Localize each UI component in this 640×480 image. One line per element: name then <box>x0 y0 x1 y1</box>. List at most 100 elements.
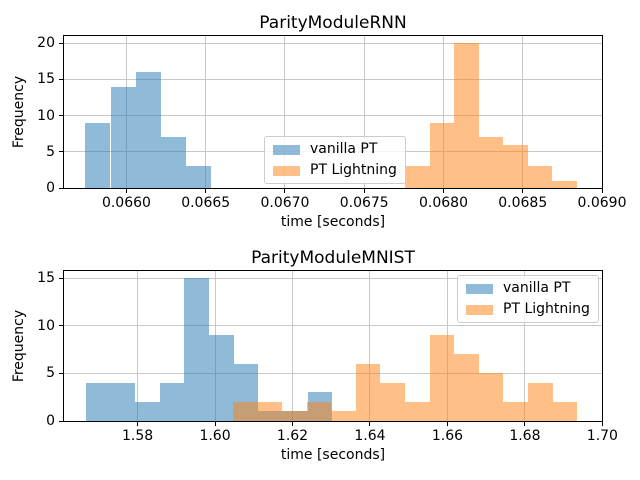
hist-bar-pt-lightning <box>552 180 577 188</box>
y-tick-label: 20 <box>37 35 55 52</box>
x-tick <box>601 189 603 193</box>
x-tick-label: 0.0690 <box>577 195 627 211</box>
x-tick <box>284 189 286 193</box>
y-tick-label: 10 <box>37 317 55 334</box>
x-tick <box>292 422 294 426</box>
axes-mnist-plot-area: 1.58 1.60 1.62 1.64 1.66 1.68 1.70 0 5 10 15 <box>37 270 618 444</box>
hist-bar-pt-lightning <box>282 411 307 421</box>
x-tick <box>442 189 444 193</box>
y-tick-label: 15 <box>37 71 55 88</box>
grid-line-y <box>64 277 602 279</box>
y-axis-label-mnist: Frequency <box>11 309 27 383</box>
y-tick <box>59 372 63 374</box>
y-tick-label: 0 <box>46 413 55 429</box>
legend-patch-vanilla-pt <box>273 144 300 155</box>
x-tick-label: 1.58 <box>121 428 154 444</box>
y-tick-label: 0 <box>46 180 55 196</box>
hist-bar-pt-lightning <box>454 43 479 188</box>
hist-bar-pt-lightning <box>306 401 332 421</box>
y-tick <box>59 115 63 117</box>
grid-line-x <box>284 36 286 188</box>
x-tick <box>522 189 524 193</box>
hist-bar-pt-lightning <box>257 401 283 421</box>
x-tick-label: 0.0685 <box>498 195 548 211</box>
grid-line-x <box>205 36 207 188</box>
legend-patch-pt-lightning <box>273 165 300 176</box>
y-tick <box>59 325 63 327</box>
grid-line-y <box>64 42 602 44</box>
legend-patch-pt-lightning <box>466 304 493 315</box>
hist-bar-pt-lightning <box>355 363 381 421</box>
hist-bar-pt-lightning <box>429 335 455 421</box>
hist-bar-pt-lightning <box>528 382 553 421</box>
x-tick <box>125 189 127 193</box>
hist-bar-pt-lightning <box>429 122 455 188</box>
hist-bar-vanilla-pt <box>135 72 161 188</box>
grid-line-x <box>369 271 371 421</box>
x-tick <box>363 189 365 193</box>
grid-line-x <box>137 271 139 421</box>
grid-line-x <box>522 36 524 188</box>
grid-line-y <box>64 115 602 117</box>
x-tick <box>446 422 448 426</box>
x-tick <box>205 189 207 193</box>
x-tick-label: 1.66 <box>431 428 464 444</box>
x-tick <box>369 422 371 426</box>
x-tick <box>137 422 139 426</box>
x-tick-label: 0.0665 <box>181 195 231 211</box>
hist-bar-pt-lightning <box>478 373 504 421</box>
hist-bar-pt-lightning <box>405 401 430 421</box>
hist-bar-vanilla-pt <box>209 335 234 421</box>
grid-line-x <box>363 36 365 188</box>
y-tick <box>59 187 63 189</box>
y-tick-label: 5 <box>46 143 55 160</box>
x-tick-label: 1.60 <box>199 428 231 444</box>
hist-bar-vanilla-pt <box>160 137 186 188</box>
x-tick-label: 1.70 <box>586 428 618 444</box>
x-axis-label-rnn: time [seconds] <box>280 214 386 230</box>
legend-entry-pt-lightning: PT Lightning <box>273 163 397 178</box>
subplot-title-mnist: ParityModuleMNIST <box>251 248 415 268</box>
y-tick <box>59 78 63 80</box>
grid-line-x <box>292 271 294 421</box>
hist-bar-pt-lightning <box>454 354 479 421</box>
x-tick <box>601 422 603 426</box>
y-tick <box>59 277 63 279</box>
subplot-title-rnn: ParityModuleRNN <box>259 13 407 33</box>
hist-bar-vanilla-pt <box>110 86 136 188</box>
hist-bar-pt-lightning <box>380 382 406 421</box>
hist-bar-vanilla-pt <box>185 166 211 188</box>
x-tick <box>524 422 526 426</box>
hist-bar-vanilla-pt <box>110 382 136 421</box>
x-axis-label-mnist: time [seconds] <box>280 447 386 463</box>
grid-line-y <box>64 325 602 327</box>
legend-label-pt-lightning: PT Lightning <box>503 301 590 317</box>
hist-bar-vanilla-pt <box>184 278 210 421</box>
hist-bar-vanilla-pt <box>85 122 111 188</box>
legend-label-pt-lightning: PT Lightning <box>310 162 397 178</box>
grid-line-x <box>442 36 444 188</box>
axes-rnn-plot-area: 0.0660 0.0665 0.0670 0.0675 0.0680 0.0685 0.06… <box>37 35 627 211</box>
hist-bar-pt-lightning <box>503 401 529 421</box>
hist-bar-pt-lightning <box>478 137 504 188</box>
hist-bar-vanilla-pt <box>159 382 185 421</box>
hist-bar-pt-lightning <box>232 401 258 421</box>
x-tick-label: 0.0660 <box>101 195 151 211</box>
grid-line-x <box>524 271 526 421</box>
y-tick-label: 15 <box>37 270 55 287</box>
y-tick-label: 5 <box>46 365 55 382</box>
y-tick <box>59 420 63 422</box>
x-tick <box>214 422 216 426</box>
legend-label-vanilla-pt: vanilla PT <box>310 141 378 157</box>
x-tick-label: 1.68 <box>509 428 541 444</box>
legend-label-vanilla-pt: vanilla PT <box>503 280 571 296</box>
legend-patch-vanilla-pt <box>466 283 493 294</box>
hist-bar-pt-lightning <box>552 401 578 421</box>
grid-line-y <box>64 372 602 374</box>
legend-entry-vanilla-pt: vanilla PT <box>273 142 397 157</box>
legend-entry-vanilla-pt: vanilla PT <box>466 281 590 296</box>
hist-bar-pt-lightning <box>503 144 528 188</box>
x-tick-label: 0.0670 <box>260 195 310 211</box>
legend-mnist: vanilla PT PT Lightning <box>457 275 599 323</box>
